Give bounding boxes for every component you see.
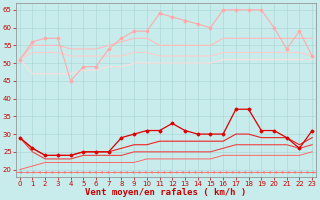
X-axis label: Vent moyen/en rafales ( km/h ): Vent moyen/en rafales ( km/h ) — [85, 188, 247, 197]
